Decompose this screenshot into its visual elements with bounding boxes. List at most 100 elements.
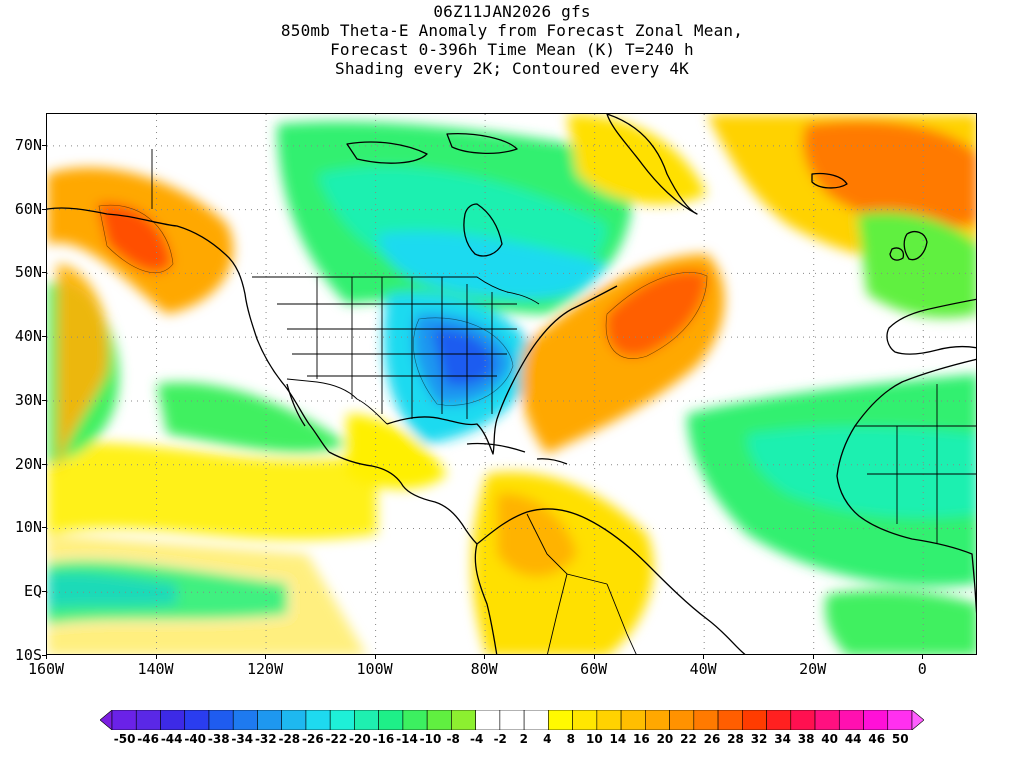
lat-tick: [42, 463, 46, 465]
colorbar-swatch: [717, 710, 743, 730]
colorbar-swatch: [669, 710, 695, 730]
colorbar-swatch: [887, 710, 913, 730]
lat-label: 20N: [14, 454, 42, 473]
lon-label: 20W: [799, 660, 827, 678]
lon-tick: [812, 655, 814, 659]
lon-tick: [484, 655, 486, 659]
colorbar-label: -14: [396, 732, 418, 746]
colorbar-swatch: [402, 710, 428, 730]
colorbar-label: -22: [325, 732, 348, 746]
map-title-block: 06Z11JAN2026 gfs 850mb Theta-E Anomaly f…: [0, 2, 1024, 78]
lat-tick: [42, 272, 46, 274]
lat-tick: [42, 527, 46, 529]
lat-label: 60N: [14, 199, 42, 218]
colorbar-label: 28: [727, 732, 744, 746]
lat-tick: [42, 144, 46, 146]
coastlines: [47, 114, 976, 654]
title-line-3: Forecast 0-396h Time Mean (K) T=240 h: [330, 40, 694, 59]
lat-label: 10N: [14, 518, 42, 537]
colorbar-label: -46: [137, 732, 159, 746]
colorbar-label: -40: [184, 732, 207, 746]
colorbar-swatch: [620, 710, 646, 730]
lon-label: 140W: [137, 660, 174, 678]
lon-tick: [46, 655, 47, 659]
lat-label: EQ: [23, 582, 42, 601]
colorbar: [100, 710, 924, 730]
colorbar-label: 4: [543, 732, 552, 746]
colorbar-swatch: [305, 710, 331, 730]
colorbar-swatch: [742, 710, 767, 730]
colorbar-label: 38: [797, 732, 815, 746]
colorbar-label: -8: [446, 732, 460, 746]
colorbar-label: -28: [278, 732, 301, 746]
lon-tick: [155, 655, 157, 659]
colorbar-swatch: [838, 710, 864, 730]
colorbar-label: -4: [470, 732, 484, 746]
colorbar-min-arrow: [100, 710, 113, 730]
lon-label: 40W: [689, 660, 717, 678]
colorbar-label: -26: [302, 732, 324, 746]
colorbar-swatch: [329, 710, 355, 730]
colorbar-swatch: [693, 710, 719, 730]
colorbar-label: -10: [419, 732, 442, 746]
colorbar-swatch: [378, 710, 404, 730]
colorbar-label: 26: [703, 732, 721, 746]
lon-tick: [374, 655, 376, 659]
colorbar-swatch: [451, 710, 476, 730]
colorbar-label: 10: [585, 732, 603, 746]
lon-label: 160W: [27, 660, 65, 678]
colorbar-swatch: [790, 710, 816, 730]
colorbar-swatch: [645, 710, 670, 730]
colorbar-swatch: [111, 710, 137, 730]
colorbar-swatch: [281, 710, 307, 730]
map-frame: [46, 113, 977, 655]
colorbar-label: 46: [868, 732, 886, 746]
anomaly-shading: [47, 114, 976, 654]
colorbar-label: 14: [609, 732, 627, 746]
colorbar-label: -50: [113, 732, 136, 746]
colorbar-label: 20: [656, 732, 674, 746]
colorbar-swatch: [499, 710, 525, 730]
colorbar-swatch: [160, 710, 186, 730]
colorbar-swatch: [208, 710, 234, 730]
colorbar-label: 44: [844, 732, 862, 746]
colorbar-swatch: [572, 710, 598, 730]
colorbar-label: 40: [821, 732, 838, 746]
colorbar-label: -2: [493, 732, 507, 746]
lon-label: 60W: [580, 660, 608, 678]
lon-tick: [922, 655, 924, 659]
lat-tick: [42, 655, 46, 656]
lat-tick: [42, 208, 46, 210]
lat-label: 70N: [14, 135, 42, 154]
anomaly-map: [47, 114, 976, 654]
colorbar-label: -38: [207, 732, 230, 746]
lat-tick: [42, 591, 46, 593]
colorbar-label: 16: [633, 732, 650, 746]
lat-label: 30N: [14, 390, 42, 409]
lat-tick: [42, 399, 46, 401]
lon-label: 120W: [246, 660, 284, 678]
lon-tick: [593, 655, 595, 659]
lon-label: 0: [917, 660, 927, 678]
colorbar-swatch: [232, 710, 258, 730]
colorbar-label: 8: [566, 732, 575, 746]
lat-tick: [42, 336, 46, 338]
lat-label: 40N: [14, 327, 42, 346]
lat-label: 10S: [14, 646, 42, 664]
colorbar-swatch: [426, 710, 452, 730]
colorbar-swatch: [257, 710, 282, 730]
title-line-1: 06Z11JAN2026 gfs: [433, 2, 591, 21]
lon-label: 80W: [470, 660, 498, 678]
colorbar-label: -20: [349, 732, 371, 746]
colorbar-swatch: [475, 710, 501, 730]
lon-label: 100W: [356, 660, 393, 678]
lon-tick: [703, 655, 705, 659]
colorbar-label: -44: [160, 732, 183, 746]
lat-label: 50N: [14, 263, 42, 282]
colorbar-swatch: [596, 710, 622, 730]
colorbar-label: 22: [680, 732, 697, 746]
colorbar-label: 2: [519, 732, 528, 746]
colorbar-swatch: [548, 710, 573, 730]
colorbar-label: -32: [254, 732, 277, 746]
lon-tick: [265, 655, 267, 659]
